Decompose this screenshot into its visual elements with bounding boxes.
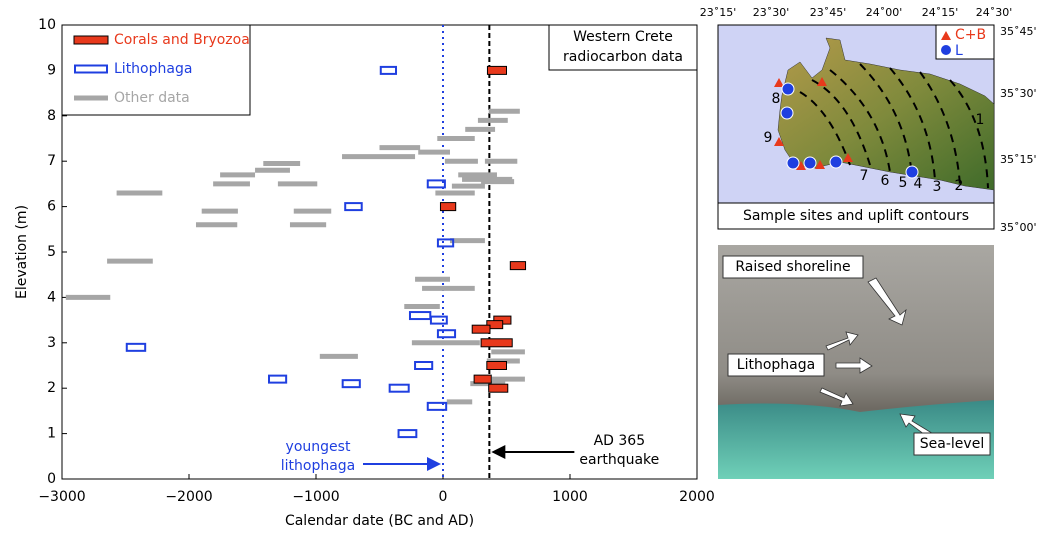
y-tick-label: 6 — [47, 199, 56, 215]
map-lat-label: 35˚30' — [1000, 87, 1037, 100]
coral-range — [487, 362, 507, 370]
map-lat-label: 35˚00' — [1000, 221, 1037, 234]
photo-label: Lithophaga — [737, 357, 815, 373]
y-tick-label: 8 — [47, 108, 56, 124]
chart-title: Western Crete — [573, 29, 673, 45]
coral-range — [489, 384, 508, 392]
map-lat-label: 35˚45' — [1000, 25, 1037, 38]
x-tick-label: −2000 — [165, 489, 212, 505]
legend-label: Other data — [114, 90, 190, 106]
map-lat-label: 35˚15' — [1000, 153, 1037, 166]
photo-panel: Raised shoreline Lithophaga Sea-level — [718, 245, 994, 479]
contour-label: 3 — [933, 179, 942, 195]
map-panel: C+B L Sample sites and uplift contours 2… — [700, 6, 1037, 234]
contour-label: 8 — [772, 91, 781, 107]
map-lon-label: 24˚15' — [922, 6, 959, 19]
contour-label: 2 — [955, 178, 964, 194]
x-tick-label: 1000 — [552, 489, 588, 505]
legend-label: Lithophaga — [114, 61, 192, 77]
y-tick-label: 7 — [47, 153, 56, 169]
map-caption: Sample sites and uplift contours — [743, 208, 969, 224]
annotation: earthquake — [579, 452, 659, 468]
map-lon-label: 23˚30' — [753, 6, 790, 19]
contour-label: 9 — [764, 130, 773, 146]
annotation: youngest — [286, 439, 351, 455]
x-tick-label: 0 — [439, 489, 448, 505]
coral-range — [487, 66, 506, 74]
y-axis-label: Elevation (m) — [14, 205, 30, 299]
y-tick-label: 5 — [47, 244, 56, 260]
photo-label: Sea-level — [920, 436, 984, 452]
coral-range — [472, 325, 490, 333]
coral-range — [474, 375, 491, 383]
y-tick-label: 0 — [47, 471, 56, 487]
x-axis-label: Calendar date (BC and AD) — [285, 513, 474, 529]
map-lon-label: 23˚45' — [810, 6, 847, 19]
contour-label: 5 — [899, 175, 908, 191]
y-tick-label: 1 — [47, 426, 56, 442]
contour-label: 1 — [976, 112, 985, 128]
map-legend-label: C+B — [955, 27, 986, 43]
figure: C+B L Sample sites and uplift contours 2… — [0, 0, 1038, 533]
chart-title: radiocarbon data — [563, 49, 683, 65]
y-tick-label: 4 — [47, 289, 56, 305]
map-lon-label: 24˚30' — [976, 6, 1013, 19]
photo-label: Raised shoreline — [735, 259, 850, 275]
annotation: lithophaga — [281, 458, 356, 474]
x-tick-label: 2000 — [679, 489, 715, 505]
legend-swatch — [74, 36, 108, 44]
map-legend-label: L — [955, 43, 963, 59]
coral-range — [510, 262, 525, 270]
contour-label: 4 — [914, 176, 923, 192]
coral-range — [481, 339, 512, 347]
map-lon-label: 23˚15' — [700, 6, 737, 19]
contour-label: 7 — [860, 168, 869, 184]
y-tick-label: 9 — [47, 62, 56, 78]
contour-label: 6 — [881, 173, 890, 189]
x-tick-label: −1000 — [292, 489, 339, 505]
y-tick-label: 10 — [38, 17, 56, 33]
legend-label: Corals and Bryozoa — [114, 32, 250, 48]
coral-range — [440, 203, 455, 211]
y-tick-label: 2 — [47, 380, 56, 396]
chart: −3000 −2000 −1000 0 1000 2000 0 1 2 3 4 5 6 7 8 9 10 Cale… — [14, 17, 715, 529]
annotation: AD 365 — [594, 433, 646, 449]
map-lon-label: 24˚00' — [866, 6, 903, 19]
x-tick-label: −3000 — [38, 489, 85, 505]
y-tick-label: 3 — [47, 335, 56, 351]
